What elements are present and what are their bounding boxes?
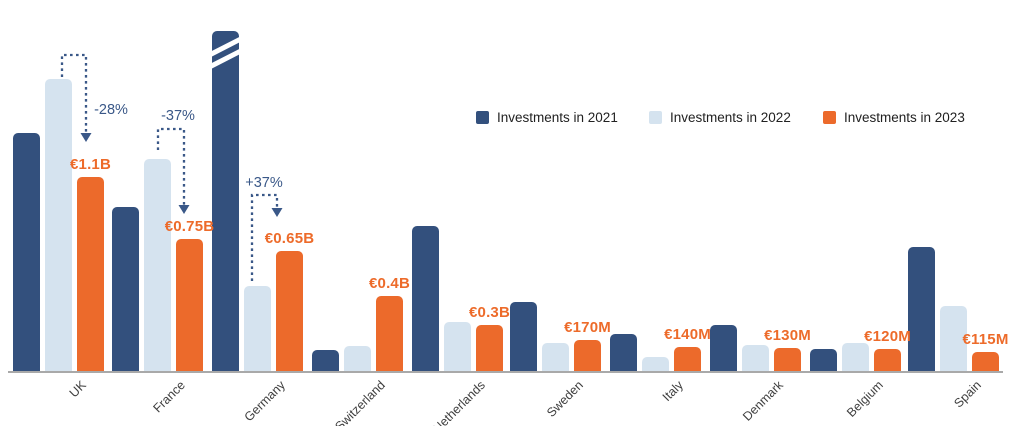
bar-denmark-2022 [742,345,769,371]
value-label-switzerland-2023: €0.4B [368,275,411,292]
bar-italy-2021 [610,334,637,371]
value-label-france-2023: €0.75B [164,218,215,235]
x-axis-label-netherlands: Netherlands [429,378,488,426]
bar-netherlands-2023 [476,325,503,371]
legend-label-2022: Investments in 2022 [670,110,791,125]
annotation-uk-change: -28% [94,102,128,118]
x-axis-label-belgium: Belgium [843,378,886,420]
x-axis-label-sweden: Sweden [543,378,586,420]
legend-label-2023: Investments in 2023 [844,110,965,125]
bar-germany-2021 [212,31,239,371]
bar-germany-2022 [244,286,271,371]
bar-spain-2022 [940,306,967,371]
value-label-belgium-2023: €120M [864,328,911,345]
bar-spain-2021 [908,247,935,371]
bar-switzerland-2021 [312,350,339,371]
legend-swatch-2022 [649,111,662,124]
bar-germany-2023 [276,251,303,371]
bar-uk-2023 [77,177,104,371]
bar-spain-2023 [972,352,999,371]
bar-sweden-2022 [542,343,569,371]
x-axis-label-france: France [149,378,188,416]
bar-belgium-2023 [874,349,901,371]
x-axis-label-denmark: Denmark [739,378,786,424]
bar-france-2023 [176,239,203,371]
x-axis-label-germany: Germany [241,378,288,425]
x-axis-label-spain: Spain [950,378,984,411]
value-label-italy-2023: €140M [664,326,711,343]
annotation-france-change: -37% [161,108,195,124]
bar-belgium-2021 [810,349,837,371]
bar-uk-2021 [13,133,40,371]
value-label-uk-2023: €1.1B [69,156,112,173]
bar-denmark-2023 [774,348,801,371]
legend-label-2021: Investments in 2021 [497,110,618,125]
x-axis-label-uk: UK [66,378,89,401]
x-axis-label-switzerland: Switzerland [331,378,388,426]
value-label-spain-2023: €115M [962,331,1009,348]
value-label-netherlands-2023: €0.3B [468,304,511,321]
value-label-denmark-2023: €130M [764,327,811,344]
legend-item-2022: Investments in 2022 [649,110,791,125]
bar-france-2021 [112,207,139,371]
bar-italy-2022 [642,357,669,371]
bar-italy-2023 [674,347,701,371]
bar-uk-2022 [45,79,72,371]
bar-france-2022 [144,159,171,371]
legend-item-2023: Investments in 2023 [823,110,965,125]
value-label-germany-2023: €0.65B [264,230,315,247]
value-label-sweden-2023: €170M [564,319,611,336]
bar-switzerland-2023 [376,296,403,371]
x-axis-line [8,371,1003,373]
annotation-germany-change: +37% [245,175,283,191]
bar-sweden-2021 [510,302,537,371]
legend-swatch-2023 [823,111,836,124]
bar-sweden-2023 [574,340,601,371]
legend-swatch-2021 [476,111,489,124]
bar-denmark-2021 [710,325,737,371]
bar-netherlands-2022 [444,322,471,371]
bar-switzerland-2022 [344,346,371,371]
x-axis-label-italy: Italy [659,378,686,405]
bar-belgium-2022 [842,343,869,371]
bar-netherlands-2021 [412,226,439,371]
legend-item-2021: Investments in 2021 [476,110,618,125]
